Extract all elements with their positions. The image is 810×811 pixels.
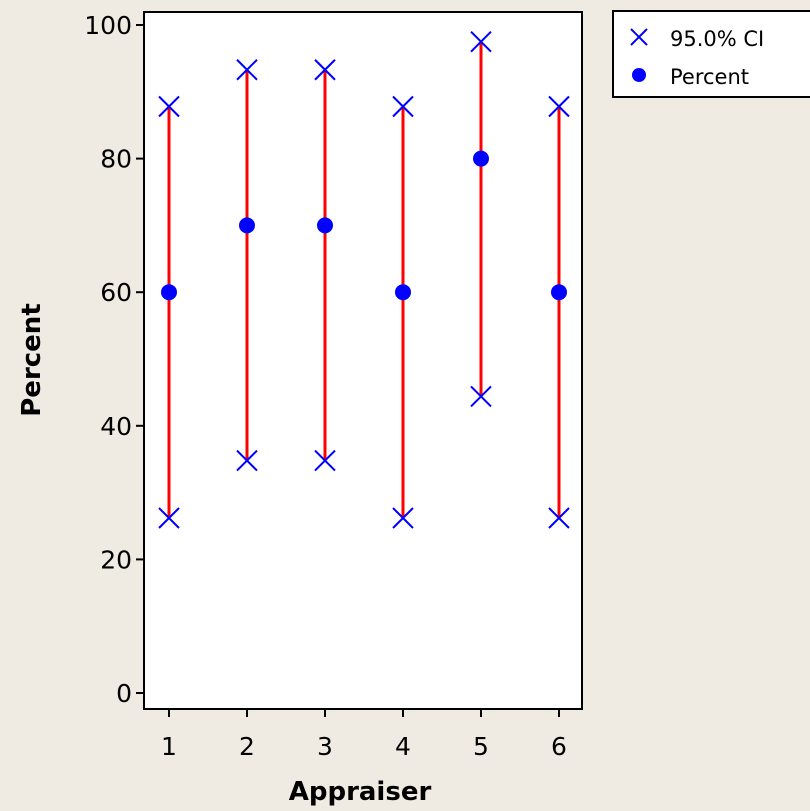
x-tick-label: 1 (161, 732, 177, 761)
y-axis-label: Percent (17, 303, 47, 417)
x-tick-label: 5 (473, 732, 489, 761)
percent-point (551, 284, 567, 300)
y-axis: 0 20 40 60 80 100 (84, 11, 144, 708)
percent-point (473, 151, 489, 167)
percent-point (395, 284, 411, 300)
y-tick-label: 20 (100, 545, 132, 574)
y-tick-label: 0 (116, 679, 132, 708)
percent-point (239, 217, 255, 233)
percent-point (161, 284, 177, 300)
y-tick-label: 40 (100, 412, 132, 441)
x-axis-label: Appraiser (289, 777, 432, 807)
plot-area (144, 12, 582, 709)
x-tick-label: 4 (395, 732, 411, 761)
legend-label-ci: 95.0% CI (670, 27, 764, 51)
y-tick-label: 60 (100, 278, 132, 307)
legend-label-percent: Percent (670, 65, 749, 89)
x-tick-label: 6 (551, 732, 567, 761)
y-tick-label: 100 (84, 11, 132, 40)
legend: 95.0% CI Percent (613, 11, 810, 97)
y-tick-label: 80 (100, 145, 132, 174)
legend-percent-icon (632, 68, 646, 82)
x-tick-label: 2 (239, 732, 255, 761)
percent-point (317, 217, 333, 233)
x-tick-label: 3 (317, 732, 333, 761)
x-axis: 1 2 3 4 5 6 (161, 709, 567, 761)
